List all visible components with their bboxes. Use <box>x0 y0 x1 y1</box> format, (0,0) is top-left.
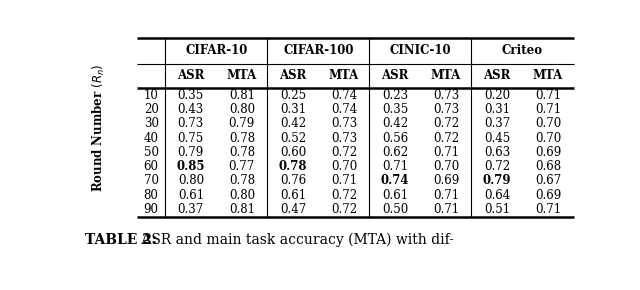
Text: 0.31: 0.31 <box>484 103 510 116</box>
Text: ASR and main task accuracy (MTA) with dif-: ASR and main task accuracy (MTA) with di… <box>137 233 454 247</box>
Text: 0.71: 0.71 <box>535 203 561 216</box>
Text: 0.72: 0.72 <box>331 146 357 159</box>
Text: 0.69: 0.69 <box>535 146 561 159</box>
Text: 0.80: 0.80 <box>228 103 255 116</box>
Text: 0.60: 0.60 <box>280 146 306 159</box>
Text: 0.70: 0.70 <box>331 160 357 173</box>
Text: 0.76: 0.76 <box>280 175 306 188</box>
Text: 0.67: 0.67 <box>535 175 561 188</box>
Text: 0.74: 0.74 <box>331 89 357 101</box>
Text: 0.74: 0.74 <box>331 103 357 116</box>
Text: 0.42: 0.42 <box>382 117 408 130</box>
Text: 0.52: 0.52 <box>280 132 306 144</box>
Text: 0.50: 0.50 <box>382 203 408 216</box>
Text: 0.62: 0.62 <box>382 146 408 159</box>
Text: 10: 10 <box>144 89 159 101</box>
Text: 0.73: 0.73 <box>178 117 204 130</box>
Text: 80: 80 <box>144 189 159 202</box>
Text: 0.37: 0.37 <box>484 117 510 130</box>
Text: 0.72: 0.72 <box>433 117 459 130</box>
Text: 0.61: 0.61 <box>178 189 204 202</box>
Text: 0.79: 0.79 <box>178 146 204 159</box>
Text: 0.43: 0.43 <box>178 103 204 116</box>
Text: 0.74: 0.74 <box>381 175 409 188</box>
Text: 0.45: 0.45 <box>484 132 510 144</box>
Text: TABLE 2:: TABLE 2: <box>85 233 157 247</box>
Text: 0.71: 0.71 <box>535 89 561 101</box>
Text: 0.71: 0.71 <box>433 189 459 202</box>
Text: 0.56: 0.56 <box>382 132 408 144</box>
Text: ASR: ASR <box>483 69 511 82</box>
Text: 0.79: 0.79 <box>228 117 255 130</box>
Text: 0.73: 0.73 <box>433 89 459 101</box>
Text: 50: 50 <box>143 146 159 159</box>
Text: 0.70: 0.70 <box>433 160 459 173</box>
Text: 0.68: 0.68 <box>535 160 561 173</box>
Text: 0.71: 0.71 <box>433 203 459 216</box>
Text: 0.69: 0.69 <box>535 189 561 202</box>
Text: 0.35: 0.35 <box>178 89 204 101</box>
Text: 0.70: 0.70 <box>535 132 561 144</box>
Text: 0.64: 0.64 <box>484 189 510 202</box>
Text: CIFAR-100: CIFAR-100 <box>283 44 354 57</box>
Text: 0.72: 0.72 <box>433 132 459 144</box>
Text: 0.81: 0.81 <box>229 89 255 101</box>
Text: Criteo: Criteo <box>502 44 543 57</box>
Text: 90: 90 <box>143 203 159 216</box>
Text: 0.71: 0.71 <box>331 175 357 188</box>
Text: 0.78: 0.78 <box>228 146 255 159</box>
Text: 0.85: 0.85 <box>177 160 205 173</box>
Text: 0.79: 0.79 <box>483 175 511 188</box>
Text: 0.31: 0.31 <box>280 103 306 116</box>
Text: MTA: MTA <box>533 69 563 82</box>
Text: MTA: MTA <box>227 69 257 82</box>
Text: 0.73: 0.73 <box>331 132 357 144</box>
Text: 0.78: 0.78 <box>228 175 255 188</box>
Text: 0.61: 0.61 <box>280 189 306 202</box>
Text: 0.72: 0.72 <box>484 160 510 173</box>
Text: 0.72: 0.72 <box>331 203 357 216</box>
Text: 0.37: 0.37 <box>178 203 204 216</box>
Text: 0.61: 0.61 <box>382 189 408 202</box>
Text: ASR: ASR <box>381 69 408 82</box>
Text: 70: 70 <box>143 175 159 188</box>
Text: 0.35: 0.35 <box>382 103 408 116</box>
Text: 0.81: 0.81 <box>229 203 255 216</box>
Text: 0.71: 0.71 <box>382 160 408 173</box>
Text: MTA: MTA <box>431 69 461 82</box>
Text: MTA: MTA <box>329 69 359 82</box>
Text: 20: 20 <box>144 103 159 116</box>
Text: 0.77: 0.77 <box>228 160 255 173</box>
Text: 0.72: 0.72 <box>331 189 357 202</box>
Text: 60: 60 <box>143 160 159 173</box>
Text: 0.80: 0.80 <box>228 189 255 202</box>
Text: 0.70: 0.70 <box>535 117 561 130</box>
Text: 0.25: 0.25 <box>280 89 306 101</box>
Text: Round Number $(R_n)$: Round Number $(R_n)$ <box>91 63 107 192</box>
Text: 0.73: 0.73 <box>331 117 357 130</box>
Text: 0.42: 0.42 <box>280 117 306 130</box>
Text: 0.51: 0.51 <box>484 203 510 216</box>
Text: 0.23: 0.23 <box>382 89 408 101</box>
Text: 0.78: 0.78 <box>228 132 255 144</box>
Text: 0.71: 0.71 <box>535 103 561 116</box>
Text: 0.69: 0.69 <box>433 175 459 188</box>
Text: 0.75: 0.75 <box>178 132 204 144</box>
Text: 0.78: 0.78 <box>278 160 307 173</box>
Text: 0.80: 0.80 <box>178 175 204 188</box>
Text: 0.73: 0.73 <box>433 103 459 116</box>
Text: 0.71: 0.71 <box>433 146 459 159</box>
Text: 0.63: 0.63 <box>484 146 510 159</box>
Text: 0.47: 0.47 <box>280 203 306 216</box>
Text: 30: 30 <box>143 117 159 130</box>
Text: CIFAR-10: CIFAR-10 <box>185 44 248 57</box>
Text: ASR: ASR <box>177 69 205 82</box>
Text: 0.20: 0.20 <box>484 89 510 101</box>
Text: 40: 40 <box>143 132 159 144</box>
Text: CINIC-10: CINIC-10 <box>390 44 451 57</box>
Text: ASR: ASR <box>279 69 307 82</box>
